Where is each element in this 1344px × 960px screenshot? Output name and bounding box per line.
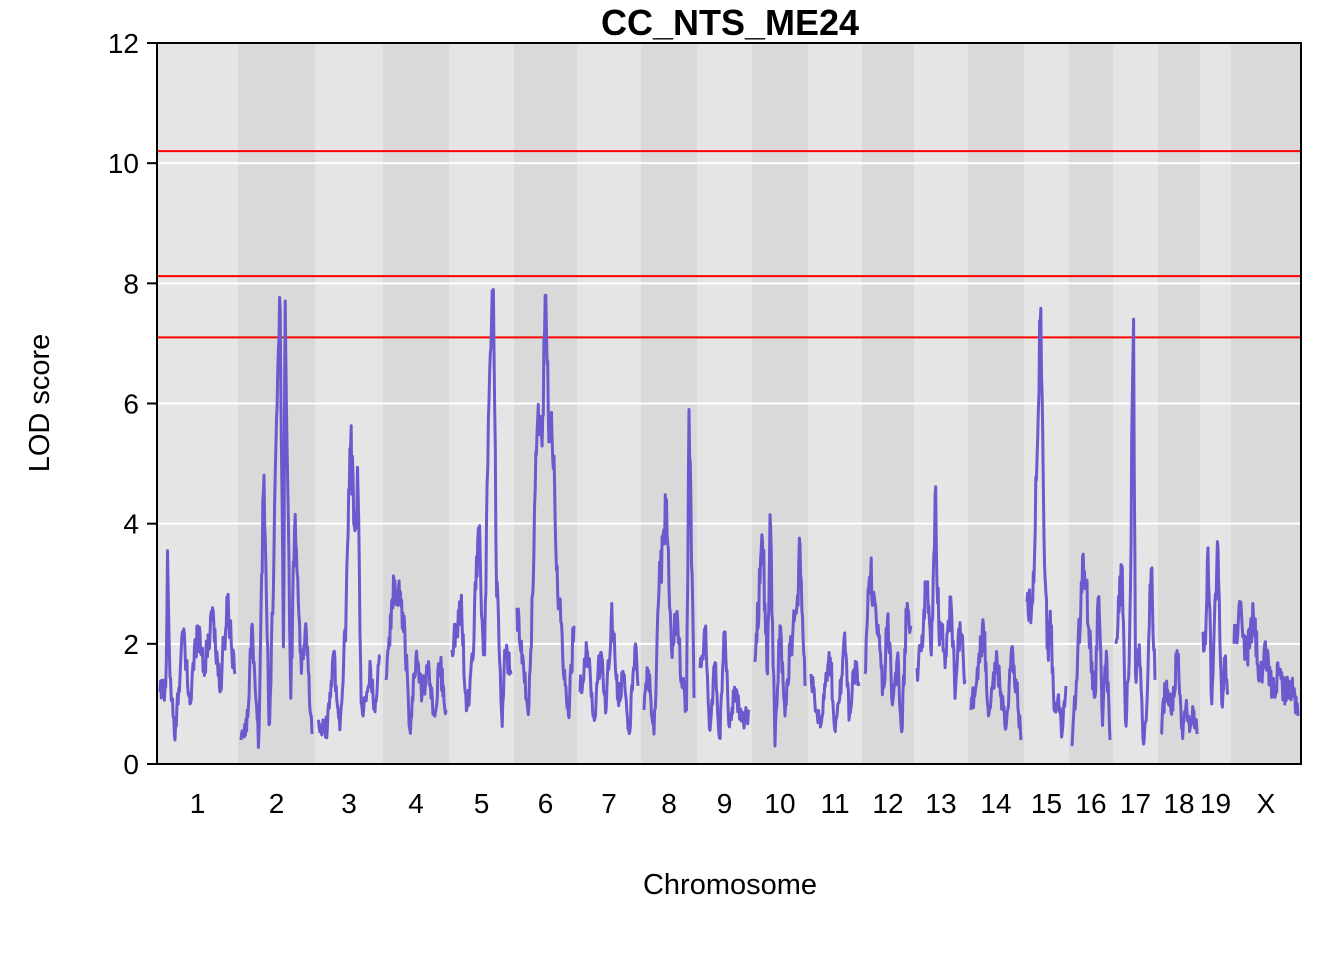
lod-line-chr-16 [1070, 552, 1112, 747]
chart-title: CC_NTS_ME24 [601, 2, 859, 43]
x-tick-label: 8 [661, 788, 677, 819]
x-tick-label: 11 [820, 788, 849, 819]
y-tick-label: 0 [123, 749, 139, 780]
lod-line-chr-13 [915, 485, 967, 700]
lod-line-chr-3 [316, 424, 381, 740]
x-tick-label: 13 [925, 788, 956, 819]
x-axis-labels: 1 2 3 4 5 6 7 8 9 10 11 12 13 14 15 16 17 18 19 X [190, 788, 1276, 819]
x-tick-label: 4 [408, 788, 424, 819]
lod-line-chr-4 [384, 574, 448, 735]
x-tick-label: 18 [1163, 788, 1194, 819]
lod-line-chr-7 [578, 602, 640, 736]
y-axis: 0 2 4 6 8 10 12 [108, 28, 157, 780]
lod-line-chr-19 [1201, 540, 1230, 709]
lod-line-chr-12 [863, 556, 913, 734]
lod-line-chr-10 [753, 513, 807, 748]
lod-line-chr-6 [515, 293, 576, 720]
y-tick-label: 10 [108, 148, 139, 179]
x-tick-label: 6 [538, 788, 554, 819]
x-tick-label: 10 [764, 788, 795, 819]
lod-line-chr-17 [1114, 317, 1157, 746]
lod-line-chr-18 [1160, 649, 1199, 740]
x-tick-label: 1 [190, 788, 206, 819]
x-tick-label: 9 [717, 788, 733, 819]
lod-line-chr-8 [642, 408, 696, 736]
x-tick-label: 3 [341, 788, 357, 819]
y-tick-label: 2 [123, 629, 139, 660]
threshold-lines [157, 150, 1301, 339]
x-axis-label: Chromosome [643, 869, 817, 901]
x-tick-label: 19 [1200, 788, 1231, 819]
lod-line-chr-9 [698, 624, 751, 740]
x-tick-label: 15 [1031, 788, 1062, 819]
lod-line-chr-15 [1025, 306, 1068, 739]
y-tick-label: 6 [123, 389, 139, 420]
lod-line-chr-11 [809, 631, 861, 734]
y-tick-label: 4 [123, 509, 139, 540]
lod-line-chr-X [1232, 599, 1300, 716]
lod-line-chr-2 [239, 296, 314, 749]
lod-line-chr-14 [969, 618, 1023, 741]
lod-line-chr-5 [450, 288, 513, 728]
x-tick-label: 14 [980, 788, 1011, 819]
x-tick-label: X [1257, 788, 1276, 819]
x-tick-label: 16 [1075, 788, 1106, 819]
x-tick-label: 7 [601, 788, 617, 819]
x-tick-label: 17 [1120, 788, 1151, 819]
y-axis-label: LOD score [24, 334, 56, 473]
y-tick-label: 12 [108, 28, 139, 59]
lod-line-chr-1 [158, 549, 237, 742]
x-tick-label: 2 [269, 788, 285, 819]
lod-series [158, 288, 1300, 749]
x-tick-label: 5 [474, 788, 490, 819]
y-tick-label: 8 [123, 268, 139, 299]
x-tick-label: 12 [872, 788, 903, 819]
